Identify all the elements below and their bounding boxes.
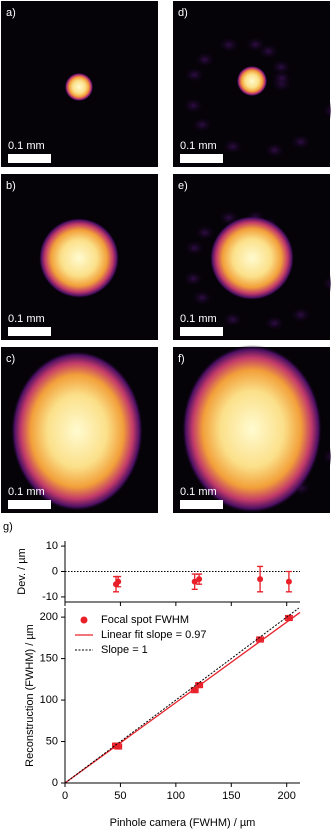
y-tick-label: 200: [40, 611, 58, 623]
panel-label: b): [6, 180, 16, 192]
data-point: [257, 576, 264, 583]
panel-label: c): [6, 353, 15, 365]
data-point: [196, 576, 203, 583]
x-tick-label: 50: [114, 790, 126, 802]
figure-label: g): [3, 521, 13, 533]
noise-blob: [320, 274, 331, 293]
y-tick-label: 10: [46, 540, 58, 552]
y-axis-label: Dev. / µm: [16, 548, 28, 594]
scale-bar: [8, 154, 51, 163]
legend-label: Linear fit slope = 0.97: [101, 629, 207, 641]
panel-label: e): [178, 180, 188, 192]
scale-bar: [180, 154, 223, 163]
image-panel: a) 0.1 mm: [1, 1, 158, 167]
panel-label: a): [6, 7, 16, 19]
panel-label: f): [178, 353, 185, 365]
y-tick-label: 0: [52, 565, 58, 577]
scale-bar: [8, 327, 51, 336]
focal-spot: [182, 345, 322, 513]
scale-bar: [180, 327, 223, 336]
noise-blob: [288, 305, 313, 324]
scale-bar-label: 0.1 mm: [180, 313, 217, 325]
noise-blob: [181, 96, 206, 115]
focal-spot: [210, 216, 294, 300]
series-line: [64, 611, 301, 784]
x-tick-label: 0: [62, 790, 68, 802]
scale-bar-label: 0.1 mm: [180, 486, 217, 498]
noise-blob: [182, 65, 207, 84]
focal-spot: [237, 66, 267, 96]
noise-blob: [192, 50, 217, 69]
legend-label: Slope = 1: [101, 644, 148, 656]
panel-label: d): [178, 7, 188, 19]
x-tick-label: 200: [278, 790, 296, 802]
chart: g) -10 0 10 Dev. / µm 0 50 100 150 200 0 50 100 150 20…: [3, 521, 301, 829]
scale-bar-label: 0.1 mm: [8, 140, 45, 152]
noise-blob: [220, 310, 245, 329]
noise-blob: [262, 314, 287, 333]
y-tick-label: -10: [42, 591, 58, 603]
noise-blob: [182, 238, 207, 257]
focal-spot: [65, 73, 93, 101]
focal-spot: [11, 351, 143, 511]
x-tick-label: 100: [167, 790, 185, 802]
noise-blob: [220, 137, 245, 156]
noise-blob: [256, 42, 281, 61]
noise-blob: [192, 223, 217, 242]
image-panels: a) 0.1 mm b) 0.1 mm c) 0.1 mm d) 0.1 mm e) 0.1 mm…: [1, 1, 331, 513]
image-panel: d) 0.1 mm: [173, 1, 331, 167]
y-tick-label: 0: [52, 777, 58, 789]
x-axis-label: Pinhole camera (FWHM) / µm: [110, 817, 256, 829]
noise-blob: [320, 101, 331, 120]
noise-blob: [262, 141, 287, 160]
data-point: [191, 578, 198, 585]
noise-blob: [288, 132, 313, 151]
y-tick-label: 100: [40, 694, 58, 706]
y-tick-label: 150: [40, 652, 58, 664]
noise-blob: [190, 115, 215, 134]
legend-swatch: [80, 616, 88, 624]
data-point: [191, 687, 198, 694]
scale-bar-label: 0.1 mm: [180, 140, 217, 152]
data-point: [285, 578, 292, 585]
image-panel: b) 0.1 mm: [1, 174, 158, 340]
noise-blob: [269, 69, 294, 88]
scale-bar-label: 0.1 mm: [8, 486, 45, 498]
data-point: [115, 578, 122, 585]
legend-label: Focal spot FWHM: [101, 614, 189, 626]
image-panel: e) 0.1 mm: [173, 174, 331, 340]
image-panel: c) 0.1 mm: [1, 347, 158, 513]
noise-blob: [190, 288, 215, 307]
focal-spot: [39, 218, 119, 298]
scale-bar: [180, 500, 223, 509]
x-tick-label: 150: [222, 790, 240, 802]
noise-blob: [181, 269, 206, 288]
y-axis-label: Reconstruction (FWHM) / µm: [24, 624, 36, 767]
series-line: [64, 607, 300, 784]
noise-blob: [320, 447, 331, 466]
noise-blob: [216, 35, 241, 54]
scale-bar: [8, 500, 51, 509]
scale-bar-label: 0.1 mm: [8, 313, 45, 325]
image-panel: f) 0.1 mm: [173, 345, 331, 513]
y-tick-label: 50: [46, 735, 58, 747]
